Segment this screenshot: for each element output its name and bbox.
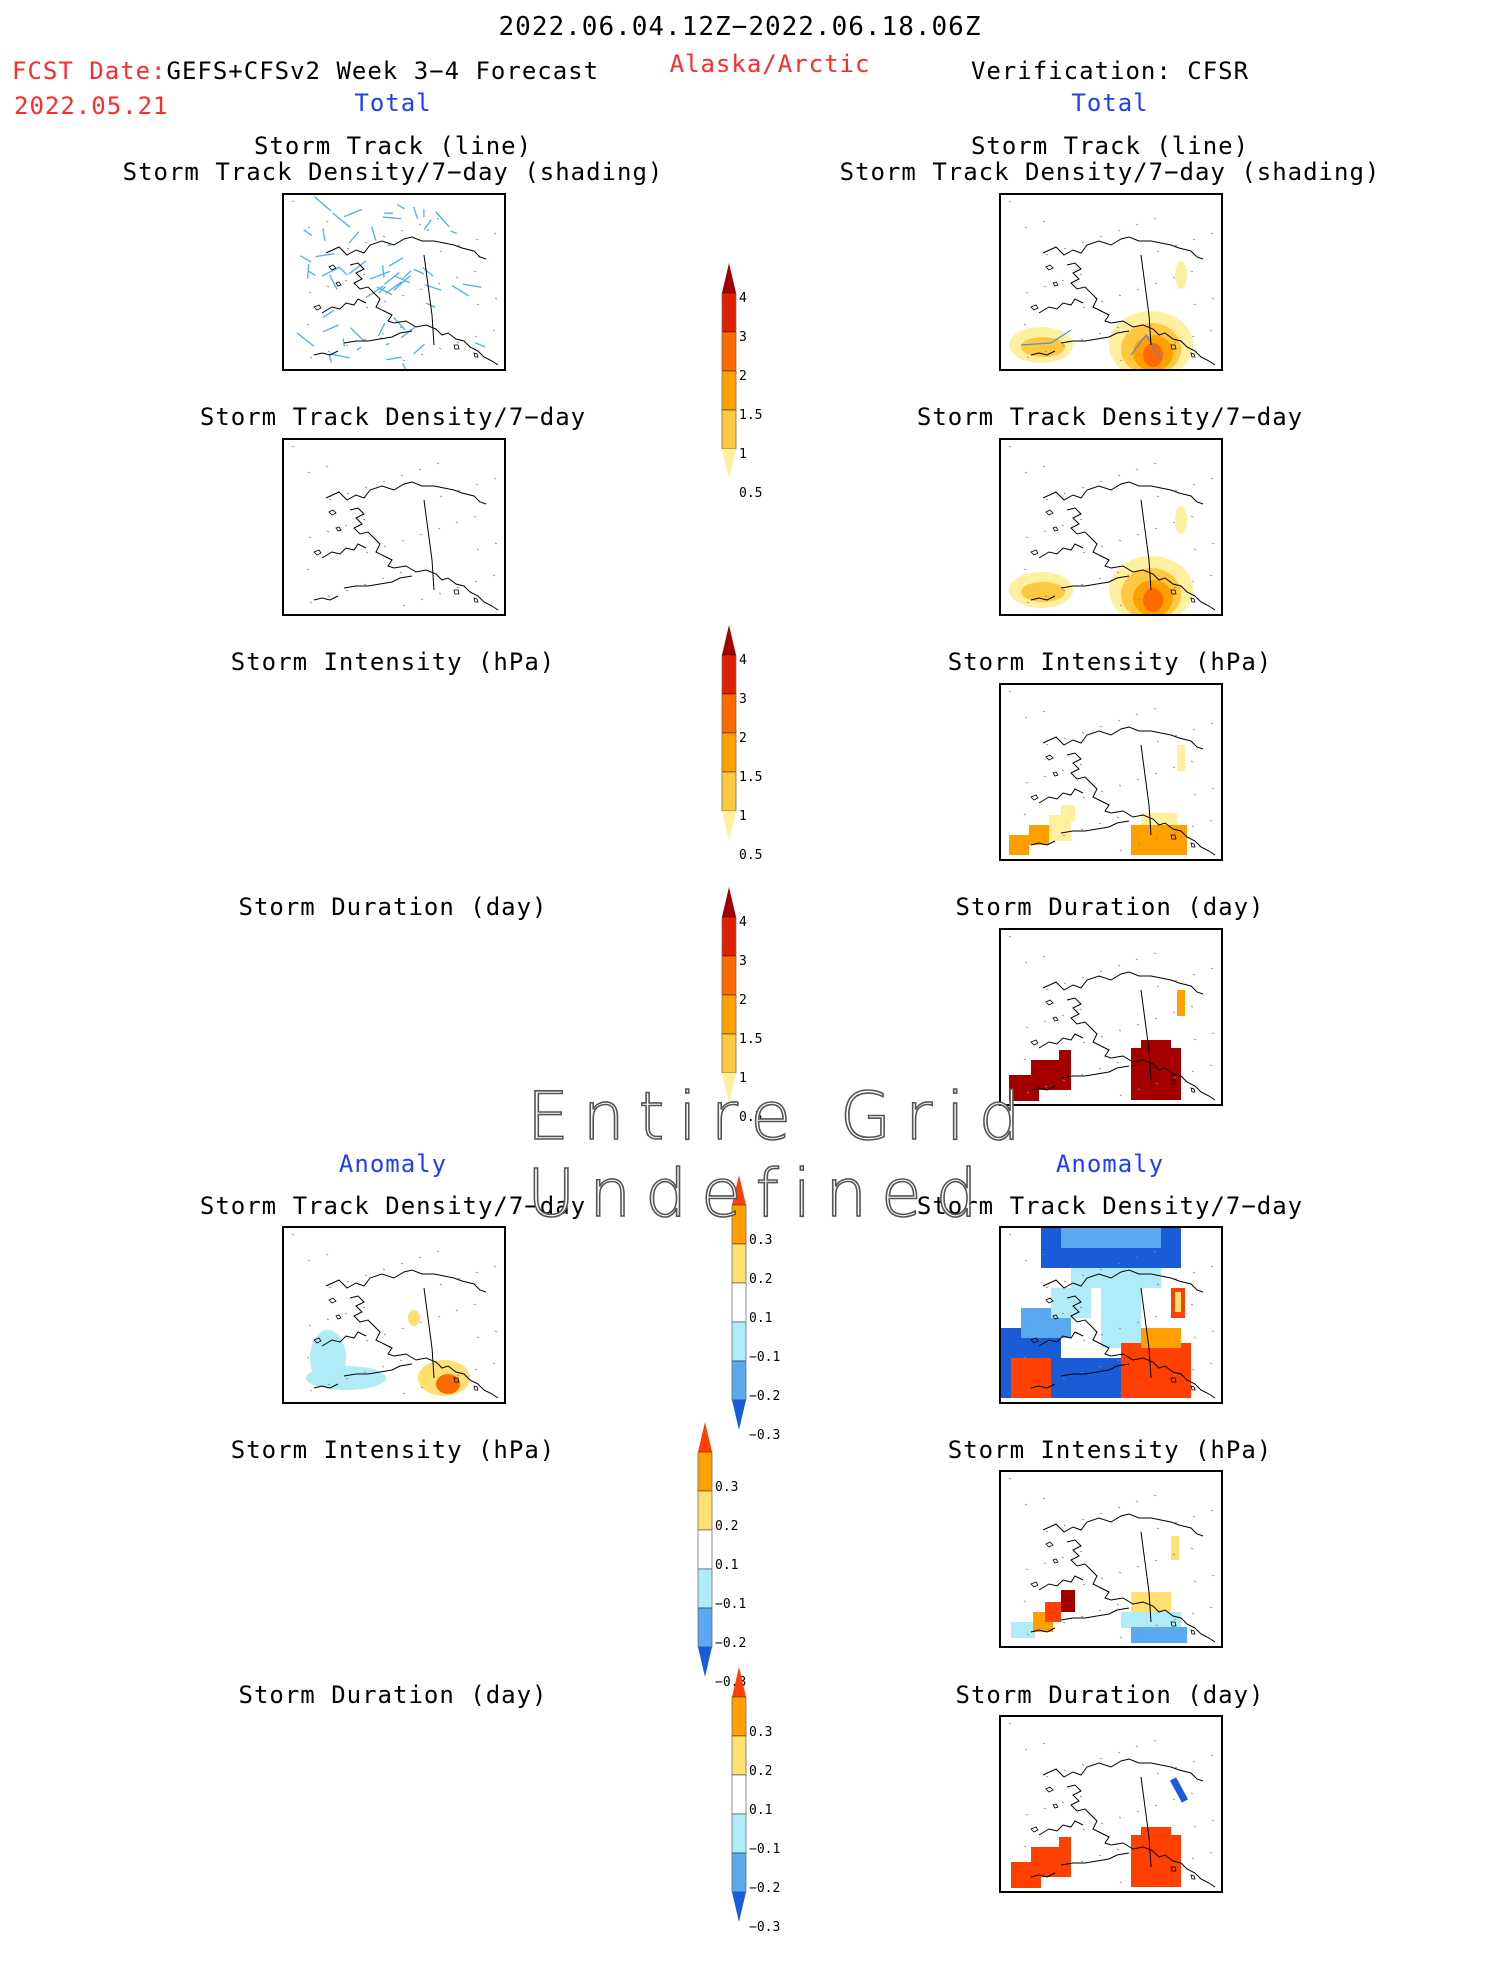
colorbar-tick-label: −0.1 xyxy=(749,1842,780,1857)
title-intensity-verification: Storm Intensity (hPa) xyxy=(948,648,1272,676)
colorbar-tick-label: 0.2 xyxy=(749,1272,772,1287)
colorbar-tick-label: 1 xyxy=(739,447,747,462)
title-duration-anom-forecast: Storm Duration (day) xyxy=(239,1681,548,1709)
colorbar-tick-label: 0.1 xyxy=(749,1803,772,1818)
colorbar-tick-label: −0.2 xyxy=(715,1636,746,1651)
colorbar-tick-label: 2 xyxy=(739,993,747,1008)
colorbar-tick-label: 0.1 xyxy=(749,1311,772,1326)
colorbar-total-2: 4 3 2 1.5 1 0.5 xyxy=(722,625,782,880)
colorbar-tick-label: 0.5 xyxy=(739,486,762,501)
title-track-line-forecast: Storm Track (line) xyxy=(254,132,532,160)
map-track-verification xyxy=(999,193,1223,371)
colorbar-tick-label: 0.3 xyxy=(749,1725,772,1740)
colorbar-tick-label: 1.5 xyxy=(739,408,762,423)
title-duration-verification: Storm Duration (day) xyxy=(956,893,1265,921)
colorbar-tick-label: 2 xyxy=(739,731,747,746)
title-density-verification: Storm Track Density/7−day xyxy=(917,403,1303,431)
fcst-date-value: 2022.05.21 xyxy=(14,92,169,120)
colorbar-tick-label: 1 xyxy=(739,809,747,824)
colorbar-tick-label: 4 xyxy=(739,291,747,306)
colorbar-tick-label: 1.5 xyxy=(739,770,762,785)
colorbar-tick-label: −0.3 xyxy=(749,1920,780,1935)
map-density-forecast xyxy=(282,438,506,616)
undefined-grid-message: Entire Grid Undefined xyxy=(527,1078,1487,1232)
anomaly-label-forecast: Anomaly xyxy=(339,1150,447,1178)
map-intensity-anom-verification xyxy=(999,1470,1223,1648)
map-density-anom-verification xyxy=(999,1226,1223,1404)
map-track-forecast xyxy=(282,193,506,371)
total-label-forecast: Total xyxy=(354,89,431,117)
colorbar-tick-label: 4 xyxy=(739,653,747,668)
fcst-date-header: FCST Date:GEFS+CFSv2 Week 3−4 Forecast xyxy=(12,57,599,85)
colorbar-tick-label: 1.5 xyxy=(739,1032,762,1047)
colorbar-tick-label: 0.2 xyxy=(749,1764,772,1779)
title-intensity-forecast: Storm Intensity (hPa) xyxy=(231,648,555,676)
title-track-shading-verification: Storm Track Density/7−day (shading) xyxy=(840,158,1381,186)
colorbar-tick-label: 3 xyxy=(739,692,747,707)
date-range-title: 2022.06.04.12Z−2022.06.18.06Z xyxy=(499,12,982,42)
title-intensity-anom-verification: Storm Intensity (hPa) xyxy=(948,1436,1272,1464)
title-intensity-anom-forecast: Storm Intensity (hPa) xyxy=(231,1436,555,1464)
colorbar-tick-label: 0.5 xyxy=(739,848,762,863)
fcst-model-label: GEFS+CFSv2 Week 3−4 Forecast xyxy=(167,57,600,85)
region-label: Alaska/Arctic xyxy=(670,50,871,78)
title-duration-anom-verification: Storm Duration (day) xyxy=(956,1681,1265,1709)
colorbar-tick-label: −0.1 xyxy=(749,1350,780,1365)
total-label-verification: Total xyxy=(1071,89,1148,117)
colorbar-tick-label: 3 xyxy=(739,954,747,969)
colorbar-tick-label: −0.2 xyxy=(749,1389,780,1404)
title-track-shading-forecast: Storm Track Density/7−day (shading) xyxy=(123,158,664,186)
map-duration-anom-verification xyxy=(999,1715,1223,1893)
colorbar-tick-label: 3 xyxy=(739,330,747,345)
map-intensity-verification xyxy=(999,683,1223,861)
colorbar-tick-label: −0.2 xyxy=(749,1881,780,1896)
fcst-date-label: FCST Date: xyxy=(12,57,167,85)
map-density-verification xyxy=(999,438,1223,616)
colorbar-tick-label: 4 xyxy=(739,915,747,930)
map-density-anom-forecast xyxy=(282,1226,506,1404)
title-duration-forecast: Storm Duration (day) xyxy=(239,893,548,921)
colorbar-tick-label: 0.1 xyxy=(715,1558,738,1573)
verification-label: Verification: CFSR xyxy=(971,57,1249,85)
colorbar-tick-label: −0.1 xyxy=(715,1597,746,1612)
colorbar-tick-label: 0.3 xyxy=(749,1233,772,1248)
title-track-line-verification: Storm Track (line) xyxy=(971,132,1249,160)
colorbar-tick-label: 0.2 xyxy=(715,1519,738,1534)
title-density-forecast: Storm Track Density/7−day xyxy=(200,403,586,431)
colorbar-anomaly-3: 0.3 0.2 0.1 −0.1 −0.2 −0.3 xyxy=(732,1667,792,1961)
colorbar-total-1: 4 3 2 1.5 1 0.5 xyxy=(722,263,782,518)
colorbar-tick-label: 0.3 xyxy=(715,1480,738,1495)
colorbar-tick-label: 2 xyxy=(739,369,747,384)
